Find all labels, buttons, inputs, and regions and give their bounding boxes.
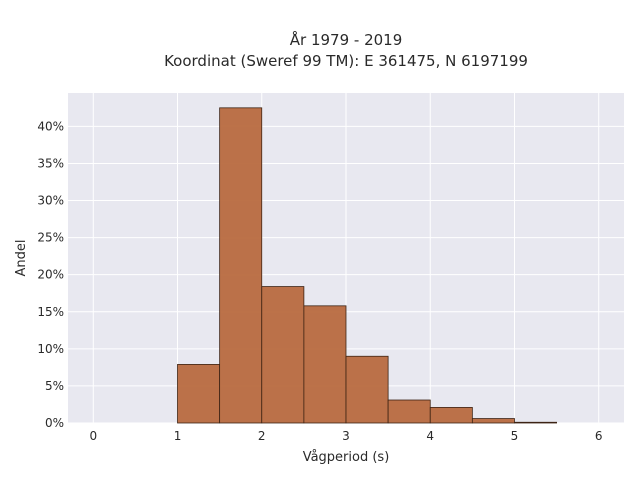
chart-title-line2: Koordinat (Sweref 99 TM): E 361475, N 61… — [164, 52, 528, 70]
chart-title-line1: År 1979 - 2019 — [290, 30, 403, 49]
histogram-bar — [177, 364, 221, 424]
y-tick-label: 15% — [37, 305, 64, 319]
x-tick-label: 5 — [511, 429, 519, 443]
x-tick-label: 0 — [89, 429, 97, 443]
x-tick-label: 6 — [595, 429, 603, 443]
x-axis-label: Vågperiod (s) — [303, 450, 390, 465]
y-tick-label: 10% — [37, 342, 64, 356]
histogram-bar — [387, 399, 431, 424]
x-tick-label: 3 — [342, 429, 350, 443]
histogram-bar — [429, 407, 473, 424]
y-axis-ticks: 0% 5% 10% 15% 20% 25% 30% 35% 40% — [37, 119, 64, 430]
y-axis-label: Andel — [14, 240, 29, 277]
y-tick-label: 25% — [37, 231, 64, 245]
x-tick-label: 2 — [258, 429, 266, 443]
histogram-bars — [177, 107, 558, 424]
histogram-bar — [345, 355, 389, 424]
y-tick-label: 30% — [37, 194, 64, 208]
x-axis-ticks: 0 1 2 3 4 5 6 — [89, 429, 602, 443]
y-tick-label: 35% — [37, 156, 64, 170]
histogram-bar — [514, 421, 558, 424]
histogram-bar — [471, 418, 515, 424]
x-tick-label: 4 — [426, 429, 434, 443]
x-tick-label: 1 — [174, 429, 182, 443]
histogram-bar — [219, 107, 263, 424]
histogram-bar — [303, 305, 347, 424]
y-tick-label: 5% — [45, 379, 64, 393]
histogram-bar — [261, 286, 305, 424]
y-tick-label: 40% — [37, 119, 64, 133]
y-tick-label: 0% — [45, 416, 64, 430]
y-tick-label: 20% — [37, 268, 64, 282]
